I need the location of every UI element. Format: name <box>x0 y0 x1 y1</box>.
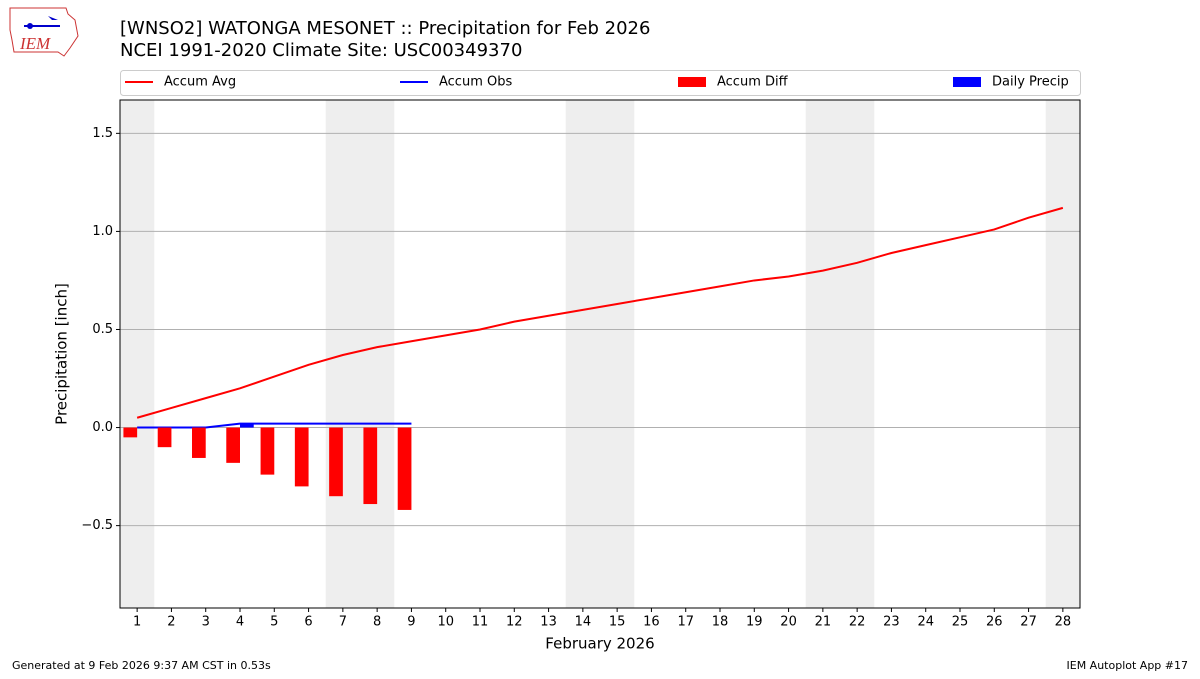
x-tick-label: 11 <box>472 615 489 630</box>
weekend-shade <box>120 100 155 608</box>
bar <box>294 427 309 487</box>
x-tick-label: 18 <box>712 615 729 630</box>
y-axis-label: Precipitation [inch] <box>53 283 71 425</box>
x-tick-label: 22 <box>849 615 866 630</box>
x-tick-label: 14 <box>575 615 592 630</box>
bar <box>363 427 378 505</box>
legend-swatch <box>678 77 706 87</box>
line <box>136 206 1064 419</box>
bar <box>260 427 275 475</box>
chart-subtitle: NCEI 1991-2020 Climate Site: USC00349370 <box>120 40 522 61</box>
legend-label: Daily Precip <box>992 75 1069 90</box>
bar <box>226 427 240 463</box>
logo-text: IEM <box>19 34 51 53</box>
y-tick-label: 1.5 <box>92 126 113 141</box>
plot-frame <box>119 99 1081 609</box>
legend-label: Accum Diff <box>717 75 789 90</box>
line <box>137 422 412 429</box>
x-tick-label: 1 <box>133 615 141 630</box>
bar <box>397 427 412 510</box>
x-tick-label: 16 <box>643 615 660 630</box>
bar <box>192 427 206 458</box>
bar <box>329 427 343 497</box>
weekend-shade <box>840 100 875 608</box>
x-tick-label: 21 <box>815 615 832 630</box>
x-axis-label: February 2026 <box>545 635 654 653</box>
x-tick-label: 5 <box>270 615 278 630</box>
x-tick-label: 10 <box>437 615 454 630</box>
x-tick-label: 7 <box>339 615 347 630</box>
x-tick-label: 2 <box>167 615 175 630</box>
legend-label: Accum Avg <box>164 75 236 90</box>
weekend-shade <box>565 100 600 608</box>
x-tick-label: 17 <box>677 615 694 630</box>
logo-outline <box>9 7 79 57</box>
legend-swatch <box>953 77 981 87</box>
x-tick-label: 8 <box>373 615 381 630</box>
weekend-shade <box>600 100 635 608</box>
weekend-shade <box>805 100 840 608</box>
x-tick-label: 19 <box>746 615 763 630</box>
y-tick-label: 0.5 <box>92 322 113 337</box>
x-tick-label: 13 <box>540 615 557 630</box>
weekend-shade <box>1045 100 1080 608</box>
x-tick-label: 12 <box>506 615 523 630</box>
bar <box>240 423 254 428</box>
x-tick-label: 25 <box>952 615 969 630</box>
y-tick-label: 1.0 <box>92 224 113 239</box>
x-tick-label: 27 <box>1020 615 1037 630</box>
legend-box <box>120 70 1081 96</box>
x-tick-label: 4 <box>236 615 244 630</box>
x-tick-label: 24 <box>917 615 934 630</box>
footer-left: Generated at 9 Feb 2026 9:37 AM CST in 0… <box>12 659 271 672</box>
logo-dot <box>27 23 33 29</box>
legend-label: Accum Obs <box>439 75 512 90</box>
x-tick-label: 26 <box>986 615 1003 630</box>
x-tick-label: 20 <box>780 615 797 630</box>
x-tick-label: 3 <box>202 615 210 630</box>
x-tick-label: 23 <box>883 615 900 630</box>
logo-flag <box>48 16 58 20</box>
weekend-shade <box>360 100 395 608</box>
x-tick-label: 9 <box>407 615 415 630</box>
logo: IEM <box>9 7 79 57</box>
footer-right: IEM Autoplot App #17 <box>1067 659 1189 672</box>
bar <box>157 427 172 448</box>
y-tick-label: 0.0 <box>92 420 113 435</box>
x-tick-label: 28 <box>1055 615 1072 630</box>
y-tick-label: −0.5 <box>81 518 113 533</box>
x-tick-label: 6 <box>304 615 312 630</box>
bar <box>123 427 138 438</box>
x-tick-label: 15 <box>609 615 626 630</box>
chart-title: [WNSO2] WATONGA MESONET :: Precipitation… <box>120 18 650 39</box>
